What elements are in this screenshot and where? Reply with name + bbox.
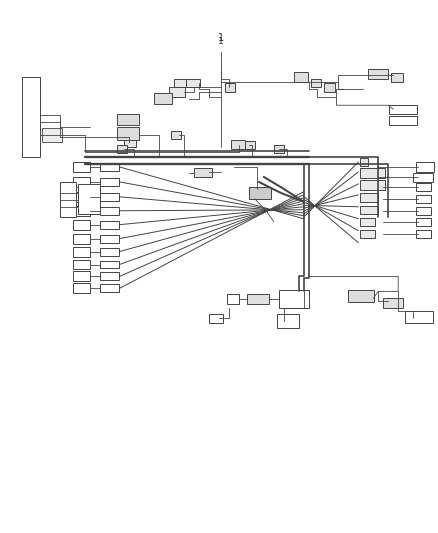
Bar: [360, 217, 375, 225]
Bar: [249, 187, 271, 199]
Bar: [22, 77, 40, 157]
Bar: [293, 72, 307, 82]
Bar: [186, 79, 200, 87]
Bar: [389, 116, 417, 125]
Bar: [78, 184, 99, 214]
Bar: [274, 145, 284, 153]
Bar: [73, 260, 90, 270]
Bar: [99, 235, 120, 243]
Bar: [383, 298, 403, 308]
Bar: [368, 69, 388, 79]
Bar: [389, 105, 417, 114]
Bar: [416, 162, 434, 172]
Bar: [174, 79, 188, 87]
Bar: [99, 285, 120, 293]
Bar: [154, 93, 172, 104]
Bar: [360, 193, 378, 202]
Bar: [416, 217, 431, 225]
Bar: [279, 290, 309, 308]
Bar: [117, 114, 139, 125]
Bar: [73, 220, 90, 230]
Bar: [348, 290, 374, 302]
Bar: [171, 131, 181, 139]
Bar: [247, 294, 269, 304]
Bar: [194, 168, 212, 177]
Bar: [225, 83, 235, 92]
Bar: [73, 192, 90, 202]
Bar: [99, 178, 120, 186]
Bar: [73, 177, 90, 187]
Bar: [416, 183, 431, 191]
Bar: [391, 74, 403, 82]
Bar: [73, 271, 90, 281]
Bar: [324, 83, 336, 92]
Bar: [99, 193, 120, 201]
Bar: [311, 79, 321, 87]
Bar: [117, 127, 139, 140]
Bar: [245, 141, 255, 149]
Bar: [73, 162, 90, 172]
Text: 1: 1: [218, 33, 224, 43]
Bar: [117, 145, 127, 153]
Bar: [99, 207, 120, 215]
Bar: [169, 87, 185, 98]
Bar: [360, 158, 368, 166]
Text: 1: 1: [218, 36, 224, 45]
Bar: [209, 314, 223, 323]
Bar: [227, 294, 239, 304]
Bar: [60, 182, 76, 217]
Bar: [405, 311, 433, 323]
Bar: [231, 140, 245, 149]
Bar: [73, 233, 90, 244]
Bar: [360, 206, 378, 214]
Bar: [99, 261, 120, 269]
Bar: [73, 206, 90, 216]
Bar: [360, 168, 385, 178]
Bar: [416, 230, 431, 238]
Bar: [42, 128, 62, 142]
Bar: [416, 207, 431, 215]
Bar: [99, 221, 120, 229]
Bar: [99, 163, 120, 171]
Bar: [416, 195, 431, 203]
Bar: [360, 180, 385, 190]
Bar: [124, 138, 136, 147]
Bar: [73, 247, 90, 256]
Bar: [360, 230, 375, 238]
Bar: [73, 284, 90, 293]
Bar: [413, 173, 433, 182]
Bar: [99, 248, 120, 255]
Bar: [99, 272, 120, 280]
Bar: [277, 314, 299, 328]
